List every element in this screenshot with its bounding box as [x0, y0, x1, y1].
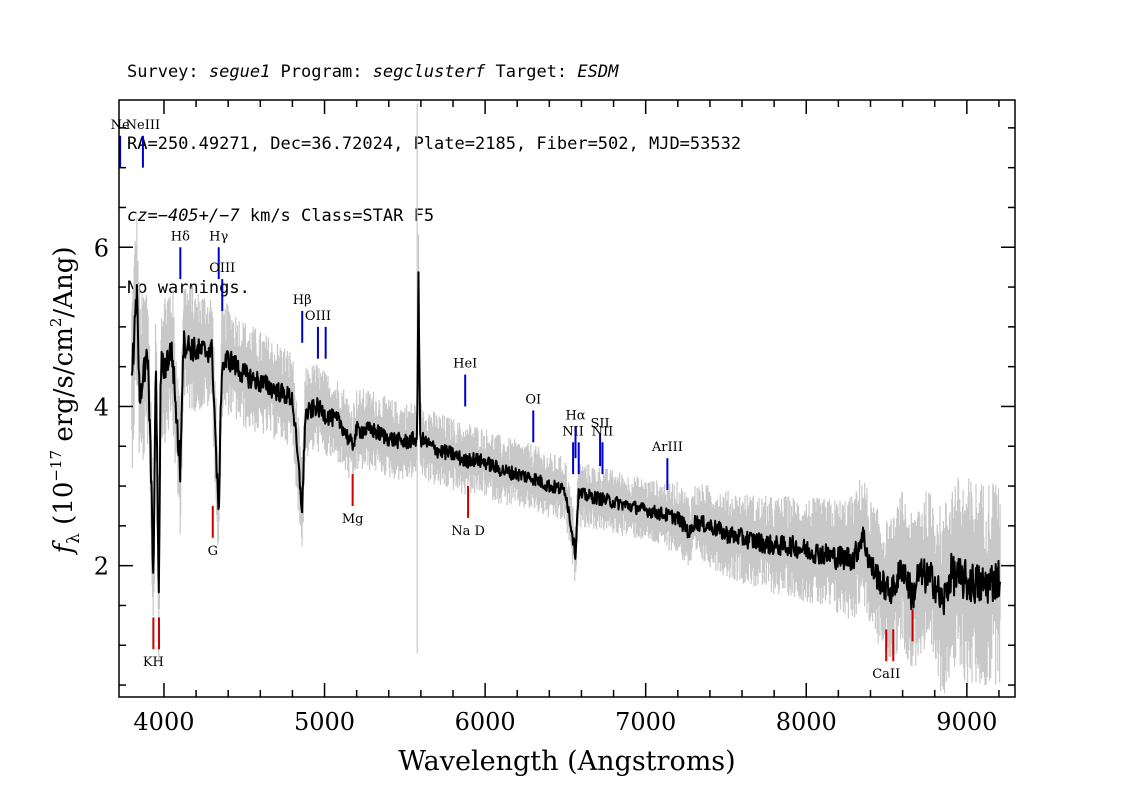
emission-label: OI [525, 392, 541, 407]
y-tick-label: 2 [94, 553, 109, 581]
redshift-class-line: cz=−405+/−7 km/s Class=STAR F5 [127, 204, 741, 228]
emission-label: HeI [453, 357, 477, 372]
emission-label: SII [590, 416, 609, 431]
emission-label: ArIII [651, 440, 683, 455]
spectrum-header: Survey: segue1 Program: segclusterf Targ… [127, 12, 741, 324]
absorption-label: G [208, 544, 218, 559]
header-text: Program: [270, 62, 373, 82]
header-text: Survey: [127, 62, 209, 82]
coords-line: RA=250.49271, Dec=36.72024, Plate=2185, … [127, 134, 742, 154]
x-tick-label: 9000 [936, 708, 997, 736]
y-tick-label: 4 [94, 393, 109, 421]
emission-label: NII [592, 424, 614, 439]
error-band [131, 103, 1001, 694]
emission-label: Hδ [171, 229, 190, 244]
x-axis-label: Wavelength (Angstroms) [398, 746, 735, 777]
absorption-label: Mg [342, 512, 364, 527]
header-text: cz= [127, 206, 158, 226]
header-text: segclusterf [372, 62, 486, 82]
emission-label: Hγ [209, 229, 228, 244]
emission-label: NII [562, 424, 584, 439]
y-tick-label: 6 [94, 234, 109, 262]
x-tick-label: 7000 [615, 708, 676, 736]
header-text: Target: [485, 62, 578, 82]
emission-label: Hβ [293, 293, 312, 308]
header-text: ESDM [577, 62, 619, 82]
plot-frame [118, 99, 1016, 698]
absorption-label: CaII [872, 667, 900, 682]
flux-path [130, 271, 1002, 616]
emission-label: OIII [305, 309, 331, 324]
x-tick-label: 6000 [455, 708, 516, 736]
flux-series [130, 271, 1002, 616]
header-text: −405+/−7 [157, 206, 240, 226]
header-text: km/s Class=STAR F5 [239, 206, 435, 226]
x-tick-label: 8000 [776, 708, 837, 736]
y-axis-label: fλ (10−17 erg/s/cm2/Ang) [47, 247, 84, 556]
header-text: segue1 [208, 62, 271, 82]
absorption-label: KH [143, 655, 164, 670]
error-band-path [131, 217, 1001, 694]
absorption-label: Na D [451, 524, 485, 539]
emission-label: NeIII [126, 118, 160, 133]
emission-label: OIII [209, 261, 235, 276]
emission-label: Ne [111, 118, 130, 133]
survey-line: Survey: segue1 Program: segclusterf Targ… [127, 60, 741, 84]
axis-ticks: 4000 5000 6000 7000 8000 9000 2 4 6 [94, 100, 1015, 736]
x-tick-label: 5000 [294, 708, 355, 736]
x-tick-label: 4000 [133, 708, 194, 736]
emission-label: Hα [565, 408, 585, 423]
